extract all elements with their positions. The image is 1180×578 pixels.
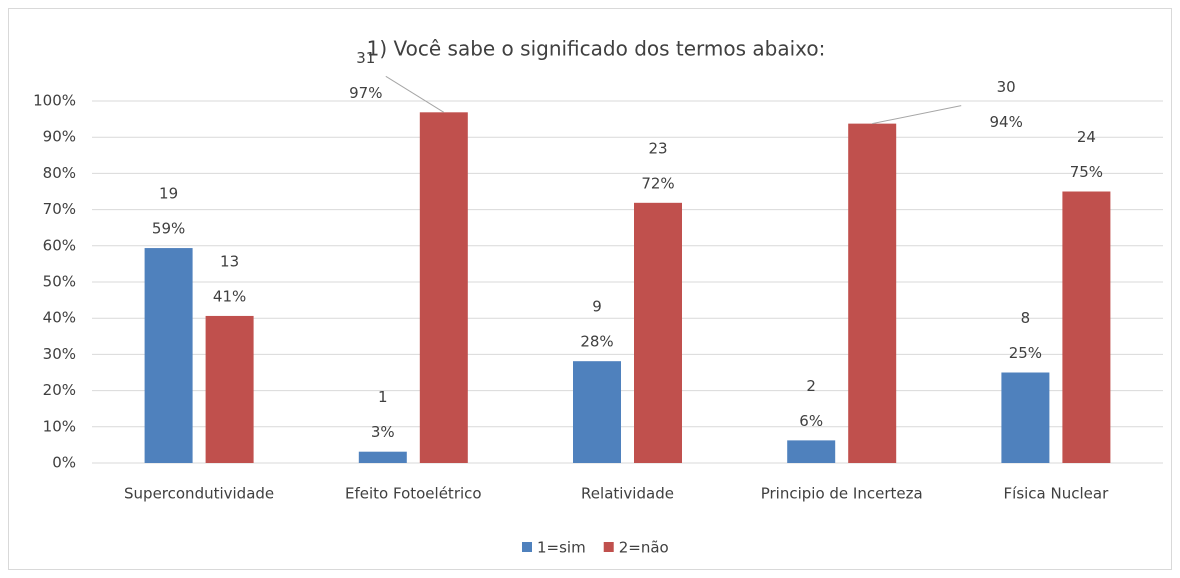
chart-title: 1) Você sabe o significado dos termos ab… <box>367 37 826 61</box>
data-label-count: 30 <box>997 78 1016 96</box>
data-label: 59% <box>152 220 185 238</box>
data-label: 3% <box>371 423 395 441</box>
bar <box>1062 191 1111 463</box>
data-label: 28% <box>580 333 613 351</box>
y-tick-label: 30% <box>43 345 76 363</box>
x-tick-label: Relatividade <box>581 485 674 503</box>
data-label: 41% <box>213 287 246 305</box>
data-label-count: 31 <box>356 49 375 67</box>
y-tick-label: 80% <box>43 164 76 182</box>
data-label-count: 2 <box>806 377 816 395</box>
y-tick-label: 90% <box>43 128 76 146</box>
leader-line <box>385 75 445 113</box>
data-label-count: 23 <box>648 139 667 157</box>
y-tick-label: 20% <box>43 381 76 399</box>
bar <box>787 440 836 463</box>
bar <box>205 315 254 463</box>
y-tick-label: 0% <box>52 454 76 472</box>
bar <box>1001 372 1050 463</box>
data-label: 6% <box>799 412 823 430</box>
bar <box>573 361 621 463</box>
bar <box>144 248 193 463</box>
data-label-count: 8 <box>1021 309 1031 327</box>
data-label: 72% <box>641 174 674 192</box>
data-label-count: 19 <box>159 185 178 203</box>
y-tick-label: 100% <box>33 92 76 110</box>
data-label-count: 1 <box>378 388 388 406</box>
x-tick-label: Física Nuclear <box>1004 485 1110 503</box>
data-label: 25% <box>1009 344 1042 362</box>
y-tick-label: 10% <box>43 417 76 435</box>
legend-label: 2=não <box>619 539 669 557</box>
leader-line <box>872 105 962 125</box>
data-label-count: 24 <box>1077 128 1096 146</box>
x-tick-label: Supercondutividade <box>124 485 274 503</box>
legend-label: 1=sim <box>537 539 586 557</box>
data-label: 97% <box>349 84 382 102</box>
data-label-count: 9 <box>592 298 602 316</box>
chart-border <box>8 8 1172 570</box>
data-label: 75% <box>1070 163 1103 181</box>
bar <box>848 123 897 463</box>
legend-swatch <box>603 542 614 552</box>
data-label-count: 13 <box>220 252 239 270</box>
x-tick-label: Principio de Incerteza <box>761 485 923 503</box>
legend-swatch <box>522 542 532 552</box>
y-tick-label: 50% <box>43 273 76 291</box>
bar <box>358 451 407 463</box>
x-tick-label: Efeito Fotoelétrico <box>345 485 482 503</box>
y-tick-label: 70% <box>43 200 76 218</box>
y-tick-label: 60% <box>43 236 76 254</box>
bar <box>419 112 468 463</box>
data-label: 94% <box>990 113 1023 131</box>
y-tick-label: 40% <box>43 309 76 327</box>
bar <box>634 202 682 463</box>
